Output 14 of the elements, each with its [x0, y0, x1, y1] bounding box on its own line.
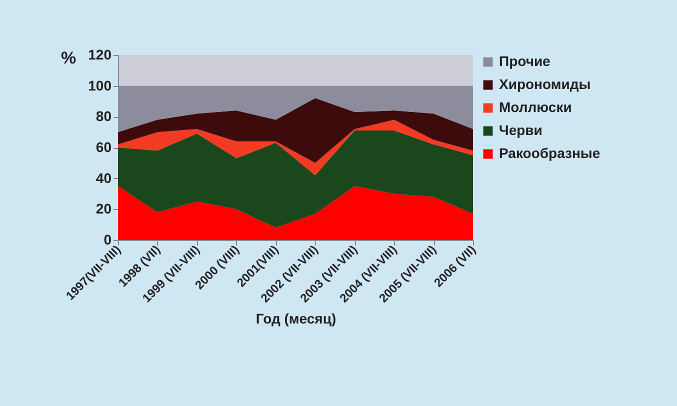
y-tick-label: 120: [88, 46, 112, 62]
legend-label: Ракообразные: [499, 145, 600, 161]
y-tick-label: 0: [104, 232, 112, 248]
legend-label: Прочие: [499, 53, 551, 69]
y-tick-label: 80: [96, 108, 112, 124]
x-axis-title: Год (месяц): [256, 310, 336, 327]
y-tick-label: 40: [96, 170, 112, 186]
y-axis-title: %: [60, 48, 76, 68]
y-tick-label: 20: [96, 200, 112, 217]
legend-label: Моллюски: [499, 99, 572, 115]
legend-label: Хирономиды: [499, 76, 591, 92]
y-tick-label: 60: [96, 139, 112, 155]
y-tick-label: 100: [88, 77, 112, 94]
legend-label: Черви: [499, 122, 542, 138]
